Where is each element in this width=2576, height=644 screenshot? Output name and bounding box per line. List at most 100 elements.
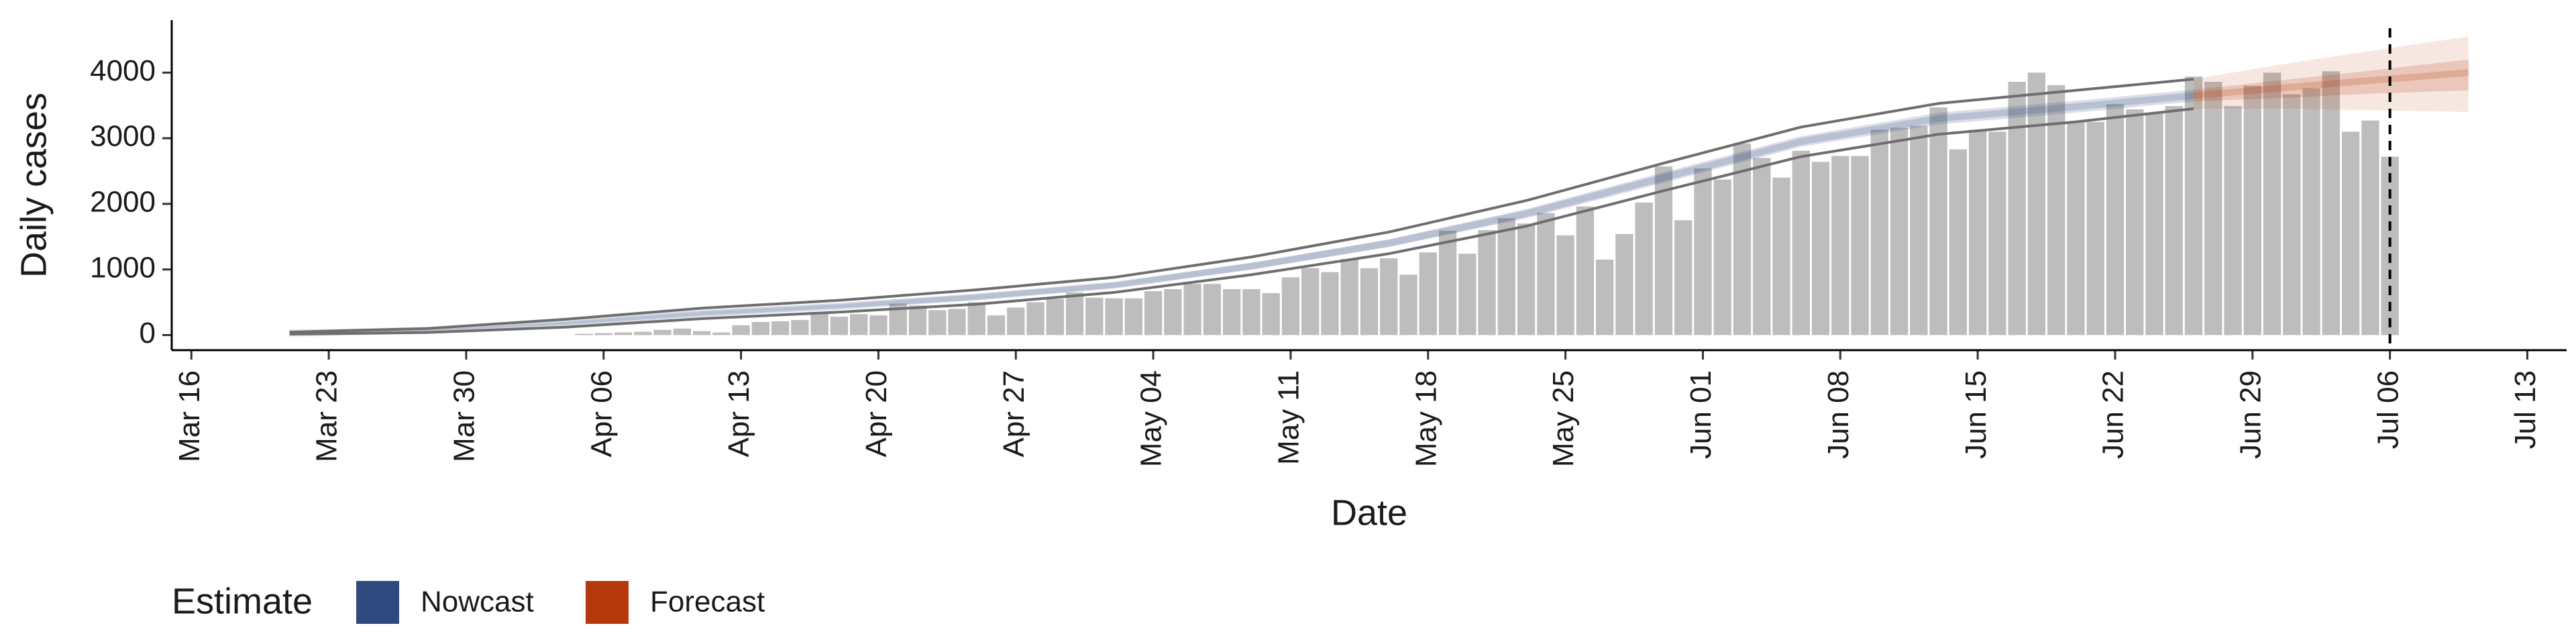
bar [1419, 252, 1437, 335]
bar [1517, 223, 1536, 335]
bar [2027, 72, 2046, 335]
bar [692, 331, 711, 335]
bar [1968, 129, 1987, 335]
bar [1851, 156, 1869, 335]
bar [1694, 168, 1712, 335]
bar [1988, 131, 2006, 335]
bar [2165, 106, 2183, 335]
bar [1065, 292, 1084, 335]
bar [850, 314, 868, 335]
bar [1910, 125, 1928, 335]
x-tick-label: Jun 01 [1684, 370, 1717, 459]
bar [732, 325, 750, 335]
bar [1046, 299, 1064, 335]
x-tick-label: May 11 [1273, 370, 1305, 465]
bar [2145, 112, 2163, 335]
bar [1183, 284, 1201, 335]
x-axis-title: Date [1331, 492, 1407, 533]
bar [1929, 107, 1947, 335]
bar [2322, 71, 2341, 335]
bar [2008, 81, 2026, 335]
x-tick-label: Apr 27 [998, 370, 1030, 458]
bar [594, 333, 612, 335]
bar [2283, 94, 2301, 335]
x-tick-label: Jul 13 [2509, 370, 2542, 449]
x-tick-label: May 04 [1135, 370, 1168, 467]
bar [1007, 307, 1025, 335]
bar [575, 333, 593, 335]
bar [2204, 81, 2222, 335]
x-tick-label: Mar 16 [173, 370, 206, 462]
x-tick-label: Jun 15 [1960, 370, 1992, 459]
bar [1144, 290, 1163, 335]
x-tick-label: Apr 20 [860, 370, 893, 458]
inner-band [289, 89, 2194, 334]
bar [1360, 268, 1379, 335]
bar [1321, 272, 1339, 335]
legend-swatch [356, 581, 399, 624]
bar [1124, 298, 1143, 335]
y-tick-label: 2000 [90, 186, 156, 219]
x-tick-label: May 25 [1547, 370, 1580, 467]
bar [2302, 88, 2320, 335]
bar [1203, 284, 1222, 335]
bar [1556, 235, 1574, 335]
bar [1654, 166, 1673, 335]
bar [1713, 179, 1731, 335]
bar [830, 317, 849, 335]
bar [1085, 297, 1104, 335]
bar [614, 332, 633, 335]
x-tick-label: Jun 08 [1822, 370, 1855, 459]
bar [987, 315, 1006, 335]
bar [2067, 122, 2085, 335]
bar [1301, 268, 1320, 335]
outer-line [289, 107, 2194, 336]
median-line [2193, 69, 2469, 99]
bar [1380, 258, 1398, 335]
x-tick-label: Jun 29 [2234, 370, 2267, 459]
bar [1105, 298, 1123, 335]
bar [1595, 260, 1614, 335]
bar [673, 328, 691, 335]
bar [1890, 127, 1909, 335]
bar [2126, 109, 2144, 335]
bar [1772, 177, 1790, 335]
bar [2224, 106, 2242, 335]
bar [1753, 158, 1771, 335]
bar [1281, 277, 1300, 335]
bar [2047, 85, 2065, 335]
bar [1576, 206, 1595, 335]
bar [1811, 162, 1830, 335]
y-axis-title: Daily cases [13, 93, 54, 278]
bar [1438, 230, 1457, 335]
bar [791, 320, 809, 335]
bar [1026, 302, 1044, 335]
bar [1222, 289, 1241, 335]
bar [1537, 213, 1555, 335]
bar [1458, 254, 1477, 335]
bar [1399, 274, 1417, 335]
outer-line [289, 78, 2194, 334]
bar [2106, 104, 2125, 335]
bar [712, 332, 731, 335]
median-line [289, 92, 2194, 337]
bar [2263, 72, 2282, 335]
bar [634, 331, 652, 335]
y-tick-label: 3000 [90, 120, 156, 153]
bar [948, 309, 966, 335]
bar [1949, 149, 1968, 335]
bar [771, 321, 790, 335]
bar [1340, 259, 1358, 335]
bar [653, 329, 672, 335]
bar [869, 315, 888, 335]
bar [2184, 76, 2203, 335]
legend-label: Forecast [650, 586, 765, 619]
x-tick-label: Mar 23 [311, 370, 343, 462]
y-tick-label: 0 [140, 317, 156, 350]
bar [1831, 156, 1849, 335]
bar [1792, 150, 1810, 335]
bar [2086, 121, 2104, 335]
x-tick-label: Mar 30 [448, 370, 481, 462]
bar [908, 305, 927, 335]
